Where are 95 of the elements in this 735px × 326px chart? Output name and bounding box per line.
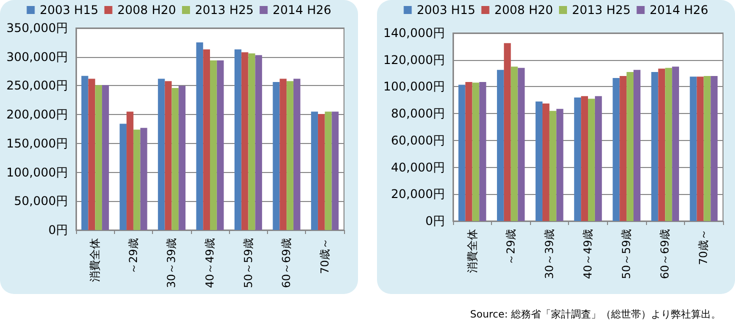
bar bbox=[324, 112, 332, 230]
bar bbox=[196, 42, 204, 230]
x-tick-label: 60～69歳 bbox=[280, 238, 294, 288]
bar bbox=[286, 81, 294, 230]
legend-label: 2003 H15 bbox=[416, 3, 476, 17]
x-tick-label: 30～39歳 bbox=[542, 229, 556, 279]
bar bbox=[665, 68, 672, 221]
y-tick-label: 150,000円 bbox=[6, 136, 68, 150]
y-tick-label: 100,000円 bbox=[383, 80, 445, 94]
bar bbox=[280, 78, 287, 230]
bar bbox=[88, 78, 96, 230]
bar bbox=[504, 43, 511, 221]
x-tick-label: 70歳～ bbox=[318, 238, 332, 274]
bar bbox=[626, 72, 634, 221]
x-tick-label: 50～59歳 bbox=[242, 238, 255, 288]
bar bbox=[620, 76, 627, 221]
bar bbox=[634, 70, 640, 221]
bar bbox=[594, 96, 602, 221]
x-tick-label: 40～49歳 bbox=[204, 238, 216, 288]
y-tick-label: 20,000円 bbox=[391, 187, 445, 202]
bar bbox=[672, 66, 680, 221]
legend-label: 2013 H25 bbox=[195, 3, 254, 17]
bar bbox=[574, 97, 582, 221]
bar bbox=[588, 98, 595, 221]
bar bbox=[158, 78, 165, 230]
y-tick-label: 50,000円 bbox=[14, 194, 68, 208]
bar bbox=[210, 60, 217, 230]
bar bbox=[272, 82, 280, 230]
x-tick-label: 50～59歳 bbox=[620, 229, 634, 279]
bar bbox=[216, 60, 224, 230]
bar bbox=[178, 86, 186, 230]
y-tick-label: 300,000円 bbox=[6, 50, 68, 64]
legend-label: 2014 H26 bbox=[272, 3, 332, 17]
bar bbox=[536, 101, 542, 221]
bar bbox=[612, 78, 620, 221]
bar bbox=[255, 55, 262, 230]
bar bbox=[542, 104, 550, 221]
bar bbox=[710, 76, 718, 221]
y-tick-label: 200,000円 bbox=[6, 108, 68, 122]
legend-label: 2008 H20 bbox=[117, 3, 176, 17]
bar bbox=[704, 76, 711, 221]
bar bbox=[651, 72, 658, 221]
bar bbox=[311, 112, 318, 230]
bar bbox=[234, 49, 242, 230]
y-tick-label: 100,000円 bbox=[6, 165, 68, 180]
y-tick-label: 140,000円 bbox=[383, 26, 445, 40]
bar bbox=[496, 70, 504, 221]
bar bbox=[126, 112, 134, 230]
y-tick-label: 120,000円 bbox=[383, 52, 445, 67]
bar bbox=[248, 53, 256, 230]
x-tick-label: 消費全体 bbox=[466, 229, 479, 273]
y-tick-label: 80,000円 bbox=[391, 106, 445, 121]
bar bbox=[164, 81, 172, 230]
x-tick-label: ～29歳 bbox=[126, 238, 140, 274]
bar bbox=[293, 78, 300, 230]
y-tick-label: 350,000円 bbox=[6, 21, 68, 35]
bar bbox=[479, 82, 486, 221]
bar bbox=[81, 76, 88, 230]
bar bbox=[581, 96, 588, 221]
bar bbox=[696, 76, 704, 221]
bar bbox=[510, 66, 518, 221]
legend-label: 2013 H25 bbox=[572, 3, 631, 17]
bar bbox=[172, 88, 179, 230]
bar bbox=[458, 84, 466, 221]
legend-label: 2014 H26 bbox=[650, 3, 708, 17]
x-tick-label: ～29歳 bbox=[504, 229, 518, 265]
y-tick-label: 60,000円 bbox=[391, 133, 445, 148]
y-tick-label: 250,000円 bbox=[6, 78, 68, 93]
y-tick-label: 0円 bbox=[48, 223, 68, 237]
legend-label: 2003 H15 bbox=[40, 3, 98, 17]
x-tick-label: 消費全体 bbox=[88, 238, 102, 282]
legend-label: 2008 H20 bbox=[494, 3, 554, 17]
x-tick-label: 40～49歳 bbox=[582, 229, 594, 279]
bar bbox=[318, 114, 325, 230]
bar bbox=[658, 68, 666, 221]
bar bbox=[332, 112, 339, 230]
bar bbox=[472, 82, 480, 221]
bar bbox=[690, 76, 697, 221]
source-note: Source: 総務省「家計調査」（総世帯）より弊社算出。 bbox=[470, 308, 722, 320]
y-tick-label: 40,000円 bbox=[391, 160, 445, 174]
bar bbox=[465, 82, 472, 221]
bar bbox=[102, 85, 109, 230]
bar bbox=[95, 85, 102, 230]
x-tick-label: 60～69歳 bbox=[658, 229, 672, 279]
bar bbox=[556, 108, 564, 221]
bar bbox=[140, 128, 148, 230]
bar bbox=[203, 49, 210, 230]
bar bbox=[518, 68, 525, 221]
x-tick-label: 30～39歳 bbox=[165, 238, 178, 288]
y-tick-label: 0円 bbox=[425, 214, 445, 228]
bar bbox=[241, 52, 248, 230]
x-tick-label: 70歳～ bbox=[697, 229, 710, 265]
bar bbox=[133, 130, 140, 230]
bar bbox=[120, 124, 127, 230]
bar bbox=[549, 110, 556, 221]
